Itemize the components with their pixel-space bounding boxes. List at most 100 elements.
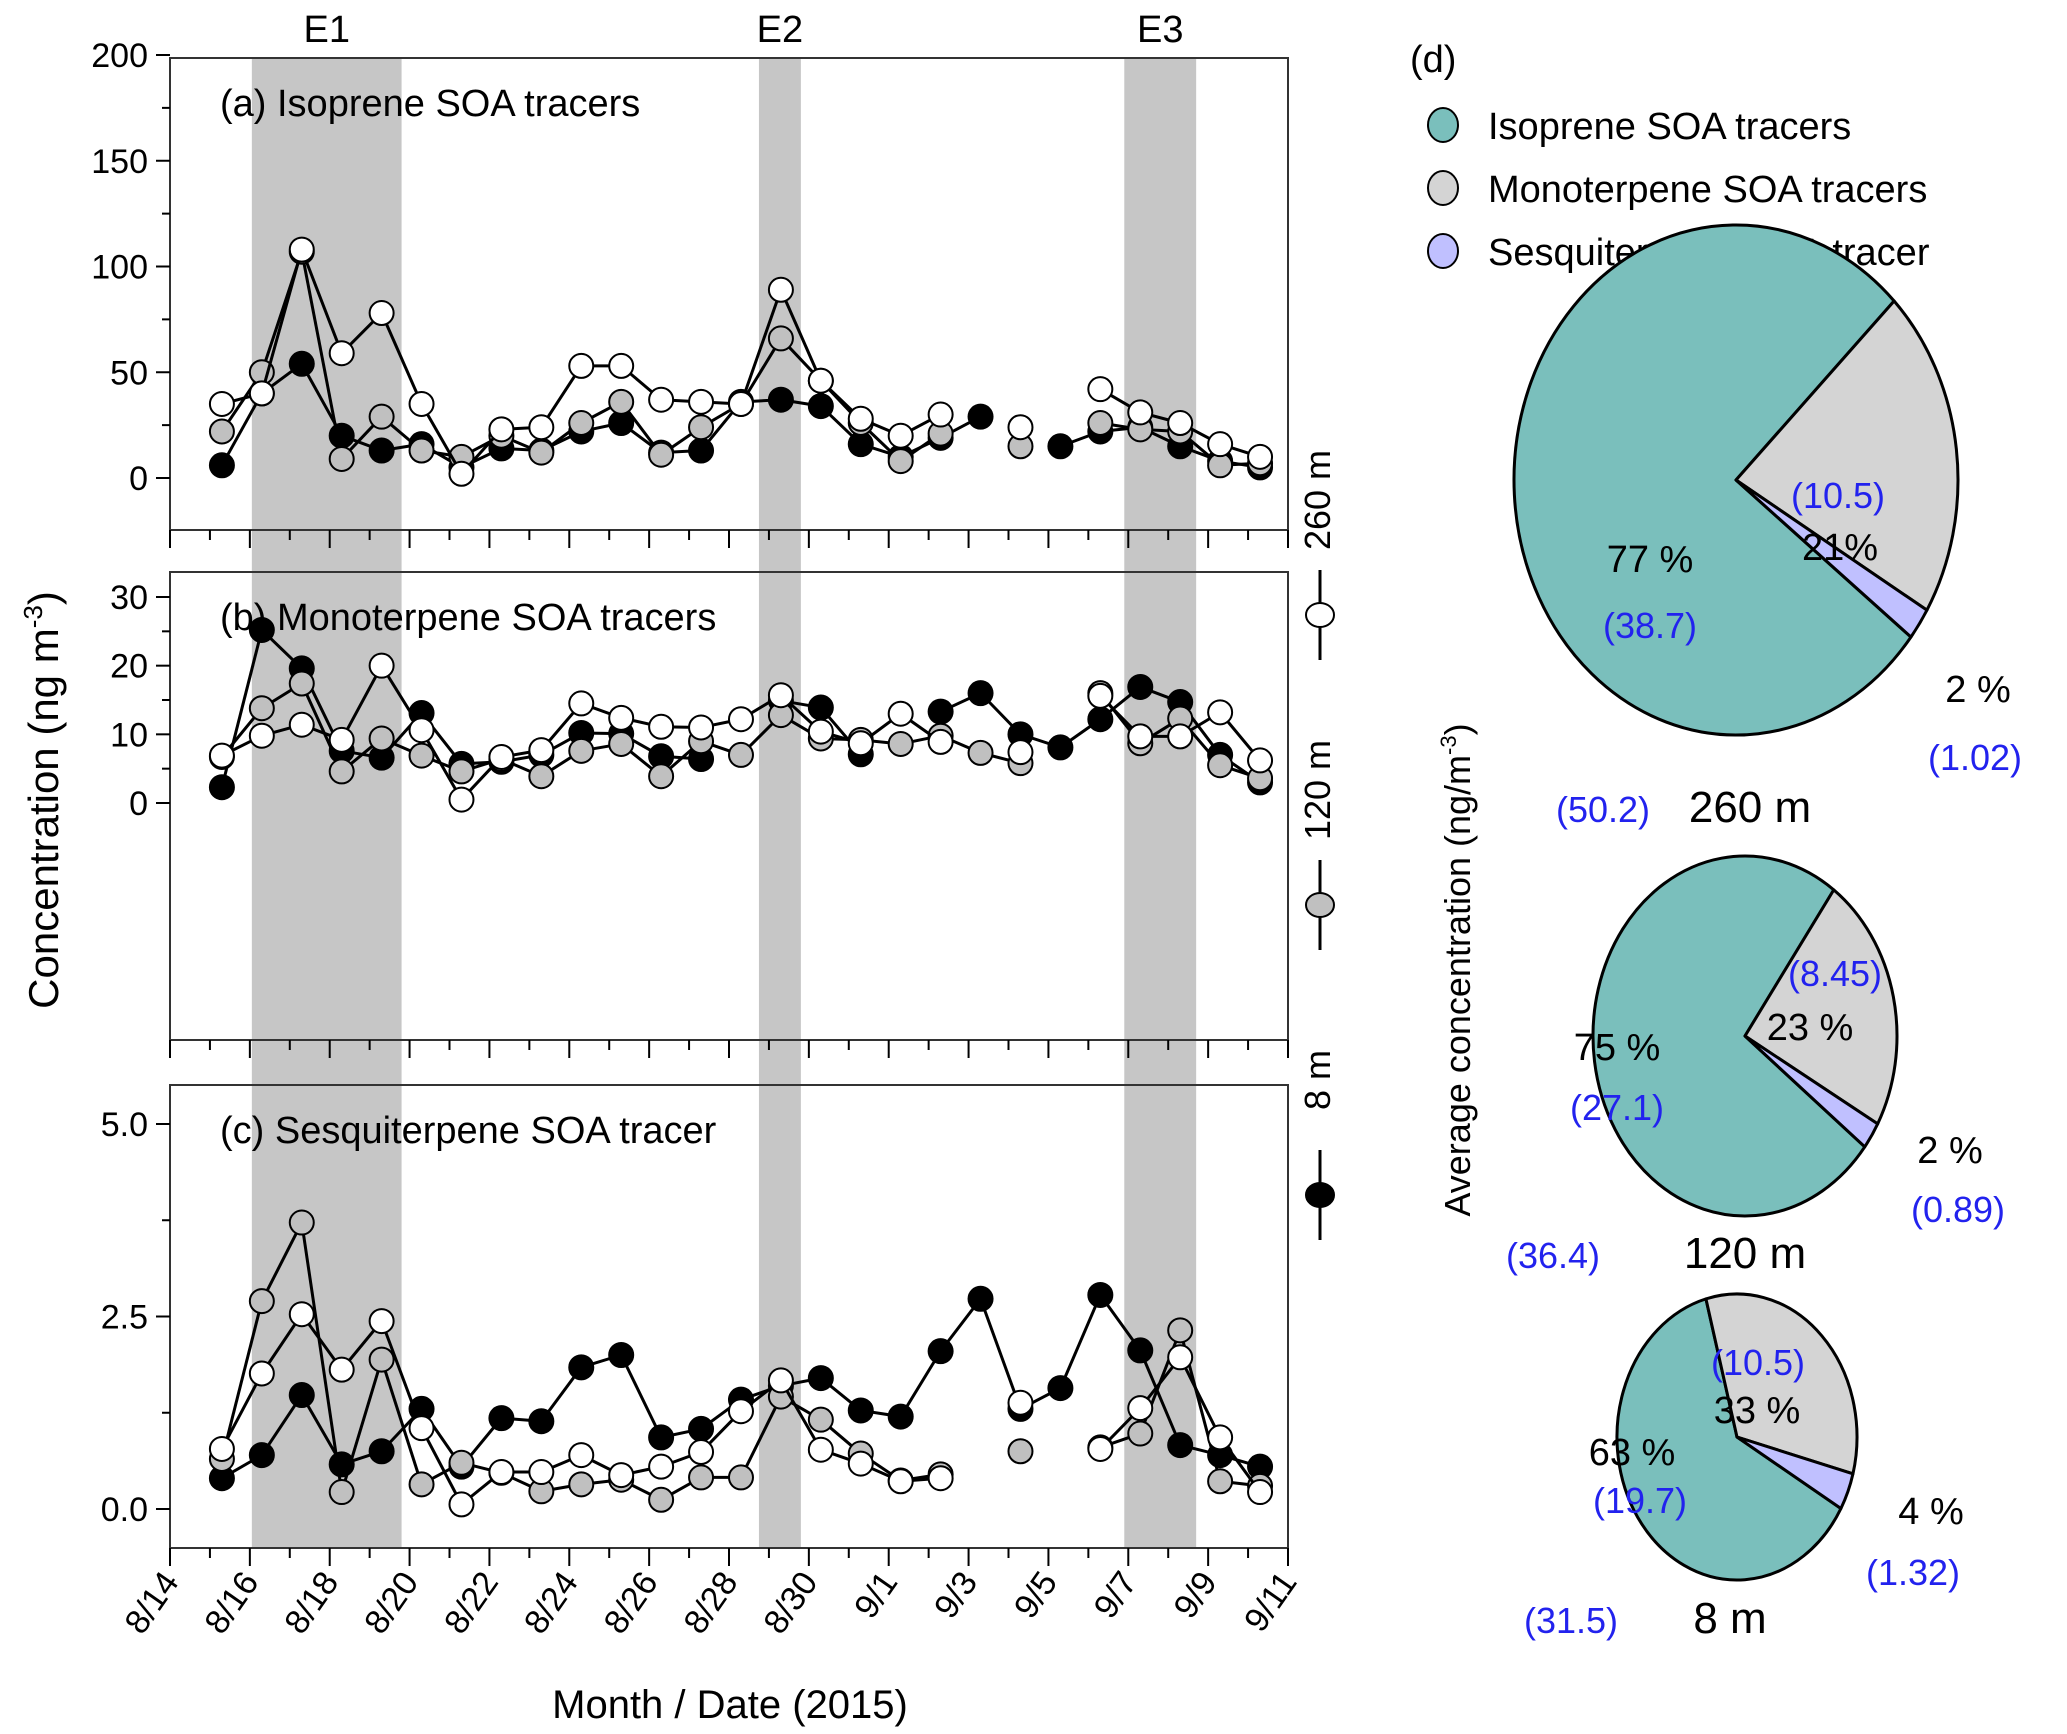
data-point (1127, 1395, 1154, 1422)
y-tick-label: 5.0 (101, 1106, 148, 1144)
data-point (847, 730, 874, 757)
x-tick-label: 9/11 (1237, 1565, 1305, 1639)
event-band-e3 (1124, 58, 1197, 1548)
series-line-segment (380, 1359, 423, 1485)
pies: 77 %(38.7)21%(10.5)2 %(1.02)(50.2) 260 m7… (1506, 223, 2022, 1643)
series-line-segment (300, 251, 344, 460)
y-tick-label: 10 (110, 716, 148, 754)
series-line-segment (979, 1298, 1022, 1410)
data-point (288, 1382, 315, 1409)
data-point (767, 682, 794, 709)
pie-legend-item: Isoprene SOA tracers (1427, 106, 1851, 148)
series-line-segment (1059, 1294, 1102, 1389)
data-point (368, 1308, 395, 1335)
pie-legend-marker (1427, 233, 1459, 269)
data-point (488, 416, 515, 443)
series-line-segment (340, 664, 383, 741)
data-point (528, 737, 555, 764)
data-point (1087, 1281, 1114, 1308)
data-point (448, 460, 475, 487)
data-point (1167, 410, 1194, 437)
data-point (368, 1346, 395, 1373)
data-point (807, 1436, 834, 1463)
data-point (1047, 734, 1074, 761)
data-point (408, 742, 435, 769)
panel-a: 0 50 100 150 200 (a) Isoprene SOA tracers (91, 37, 1289, 548)
data-point (688, 388, 715, 415)
data-point (288, 711, 315, 738)
data-point (288, 236, 315, 263)
data-point (1127, 399, 1154, 426)
pie-120m: 75 % (27.1) 23 % (8.45) 2 % (0.89) (36.4) 120 m (1506, 854, 2005, 1278)
data-point (248, 722, 275, 749)
pie-percent-label: 2 % (1917, 1130, 1982, 1172)
pie-axis-title-end: ) (1437, 723, 1478, 735)
data-point (328, 1479, 355, 1506)
data-point (1207, 699, 1234, 726)
data-point (1047, 1375, 1074, 1402)
data-point (1127, 1420, 1154, 1447)
x-tick-label: 9/3 (927, 1565, 985, 1626)
data-point (408, 390, 435, 417)
series-line-segment (739, 1395, 783, 1479)
data-point (807, 393, 834, 420)
data-point (208, 1435, 235, 1462)
data-point (688, 414, 715, 441)
pie-slice-monoterpene (1734, 299, 1960, 612)
data-point (887, 1403, 914, 1430)
data-point (208, 774, 235, 801)
x-tick-label: 8/26 (597, 1565, 666, 1641)
pie-percent-label: 75 % (1574, 1027, 1661, 1069)
data-point (208, 418, 235, 445)
series-260m (208, 236, 1274, 487)
y-tick-label: 150 (91, 143, 148, 181)
data-point (1247, 1479, 1274, 1506)
data-point (408, 1471, 435, 1498)
pie-value-label: (0.89) (1911, 1189, 2005, 1230)
data-point (1207, 752, 1234, 779)
data-point (847, 405, 874, 432)
series-line-segment (380, 1320, 423, 1429)
data-point (648, 1424, 675, 1451)
series-line-segment (300, 682, 344, 773)
series-line-segment (260, 1221, 304, 1302)
series-line-segment (1138, 1349, 1182, 1446)
event-band-e2 (758, 58, 801, 1548)
height-legend-item-120m: 120 m (1297, 740, 1338, 950)
data-point (288, 670, 315, 697)
data-point (1087, 376, 1114, 403)
data-point (208, 742, 235, 769)
data-point (528, 414, 555, 441)
series-line-segment (779, 289, 823, 382)
data-point (208, 452, 235, 479)
pie-slice-sesquiterpene (1734, 478, 1929, 639)
data-point (608, 388, 635, 415)
data-point (568, 352, 595, 379)
y-tick-label: 0 (129, 785, 148, 823)
data-point (528, 1459, 555, 1486)
data-point (767, 325, 794, 352)
pie-value-label: (8.45) (1788, 953, 1882, 994)
data-point (967, 739, 994, 766)
height-legend-item-260m: 260 m (1297, 450, 1338, 660)
data-point (767, 276, 794, 303)
data-point (927, 1465, 954, 1492)
pie-slice-sesquiterpene (1735, 1435, 1855, 1510)
pie-value-label: (1.32) (1866, 1552, 1960, 1593)
data-point (927, 698, 954, 725)
data-point (328, 340, 355, 367)
height-legend: 260 m 120 m 8 m (1297, 450, 1338, 1240)
data-point (807, 1406, 834, 1433)
x-tick-label: 9/7 (1087, 1565, 1145, 1626)
data-point (1127, 1337, 1154, 1364)
data-point (608, 352, 635, 379)
data-point (328, 726, 355, 753)
pie-legend-label: Monoterpene SOA tracers (1488, 169, 1927, 211)
x-axis-label: Month / Date (2015) (552, 1683, 908, 1727)
data-point (288, 1301, 315, 1328)
pie-value-label: (10.5) (1711, 1342, 1805, 1383)
data-point (1207, 1424, 1234, 1451)
y-axis-title-sup: -3 (18, 605, 48, 628)
pie-slice-sesquiterpene (1743, 1034, 1880, 1149)
